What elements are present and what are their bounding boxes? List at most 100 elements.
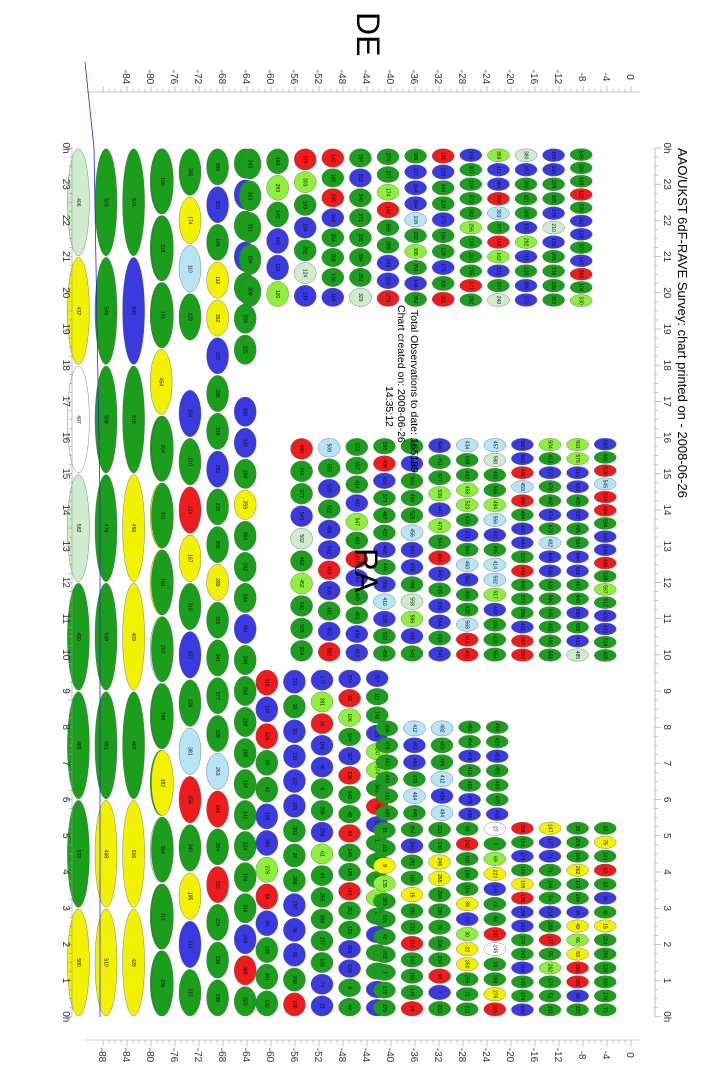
field-number: 516: [547, 567, 553, 576]
field-green: [594, 451, 617, 464]
field-green: [456, 821, 479, 836]
field-number: 457: [383, 758, 389, 767]
field-green: [432, 276, 455, 291]
field-blue: [318, 519, 341, 539]
field-number: 303: [214, 201, 220, 210]
axes-layer: 0-4-8-12-16-20-24-28-32-36-40-44-48-52-5…: [60, 61, 672, 1063]
field-green: [566, 620, 589, 634]
field-number: 444: [547, 553, 553, 562]
field-lightgreen: [483, 587, 506, 602]
field-green: [151, 816, 174, 883]
ra-ruler-right-label: 8: [661, 724, 672, 730]
field-number: 488: [409, 580, 415, 589]
field-number: 476: [103, 524, 109, 533]
field-number: 538: [602, 572, 608, 581]
field-number: 555: [326, 464, 332, 473]
field-number: 215: [214, 503, 220, 512]
field-blue: [594, 438, 617, 451]
field-green: [428, 822, 451, 837]
east-wedge-fields: 3571111463261473743437522217734618332522…: [255, 669, 389, 1017]
field-number: 185: [574, 978, 580, 987]
field-red: [338, 824, 361, 843]
field-number: 174: [187, 216, 193, 225]
field-blue: [458, 793, 481, 807]
field-number: 330: [242, 439, 248, 448]
field-red: [456, 632, 479, 647]
de-ruler-top-label: -16: [528, 70, 539, 85]
field-number: 168: [291, 802, 297, 811]
field-number: 564: [574, 539, 580, 548]
field-red: [566, 961, 589, 975]
field-number: 309: [247, 287, 253, 296]
field-blue: [594, 543, 617, 556]
field-green: [400, 645, 424, 662]
field-green: [67, 583, 90, 691]
field-number: 185: [409, 907, 415, 916]
ra-ruler-left: 0h23222120191817161514131211109876543210…: [60, 142, 73, 1022]
field-blue: [206, 450, 229, 488]
field-number: 305: [187, 168, 193, 177]
field-lightgreen: [255, 857, 278, 883]
field-green: [349, 148, 372, 168]
field-blue: [456, 528, 479, 542]
field-number: 593: [381, 442, 387, 451]
field-green: [538, 634, 562, 648]
field-blue: [594, 622, 617, 636]
field-number: 172: [574, 880, 580, 889]
field-green: [234, 769, 257, 799]
field-number: 36: [319, 721, 325, 727]
field-green: [428, 534, 451, 550]
field-number: 494: [491, 501, 497, 510]
field-blue: [486, 807, 509, 821]
field-number: 337: [495, 281, 501, 290]
field-number: 435: [466, 810, 472, 819]
field-number: 554: [436, 618, 442, 627]
field-number: 51: [381, 827, 387, 833]
field-number: 482: [547, 497, 553, 506]
field-green: [373, 928, 396, 946]
field-yellow: [206, 564, 229, 601]
field-blue: [400, 628, 424, 645]
field-number: 42: [381, 934, 387, 940]
field-number: 165: [550, 151, 556, 160]
field-lightblue: [400, 524, 424, 541]
field-number: 575: [574, 454, 580, 463]
field-green: [404, 148, 427, 164]
field-lightgreen: [570, 294, 593, 307]
field-blue: [511, 620, 534, 634]
field-number: 49: [574, 923, 580, 929]
field-number: 418: [353, 555, 359, 564]
field-green: [432, 196, 455, 212]
de-ruler-top-label: -44: [360, 70, 371, 85]
field-number: 199: [242, 470, 248, 479]
field-number: 28: [409, 1006, 415, 1012]
field-number: 342: [274, 237, 280, 246]
field-number: 559: [547, 651, 553, 660]
field-number: 545: [519, 581, 525, 590]
de-ruler-bottom-label: 0: [624, 1052, 635, 1058]
field-green: [178, 824, 202, 872]
field-number: 361: [263, 973, 269, 982]
field-number: 164: [440, 231, 446, 240]
de-ruler-bottom-label: -68: [216, 1048, 227, 1063]
field-green: [178, 438, 202, 486]
field-number: 292: [467, 296, 473, 305]
field-green: [151, 950, 174, 1017]
field-number: 7: [381, 971, 387, 974]
field-number: 27: [491, 826, 497, 832]
field-number: 563: [326, 627, 332, 636]
field-blue: [514, 221, 538, 235]
field-green: [594, 517, 617, 530]
de-ruler-bottom-label: -76: [168, 1048, 179, 1063]
field-number: 133: [346, 964, 352, 973]
field-number: 299: [436, 890, 442, 899]
field-number: 136: [329, 273, 335, 282]
field-yellow: [594, 835, 617, 849]
field-green: [594, 961, 617, 975]
field-number: 439: [602, 559, 608, 568]
ra-ruler-right-label: 21: [661, 251, 672, 263]
field-green: [594, 1003, 617, 1017]
field-number: 556: [491, 516, 497, 525]
field-green: [234, 676, 257, 706]
field-lightgreen: [483, 852, 506, 866]
